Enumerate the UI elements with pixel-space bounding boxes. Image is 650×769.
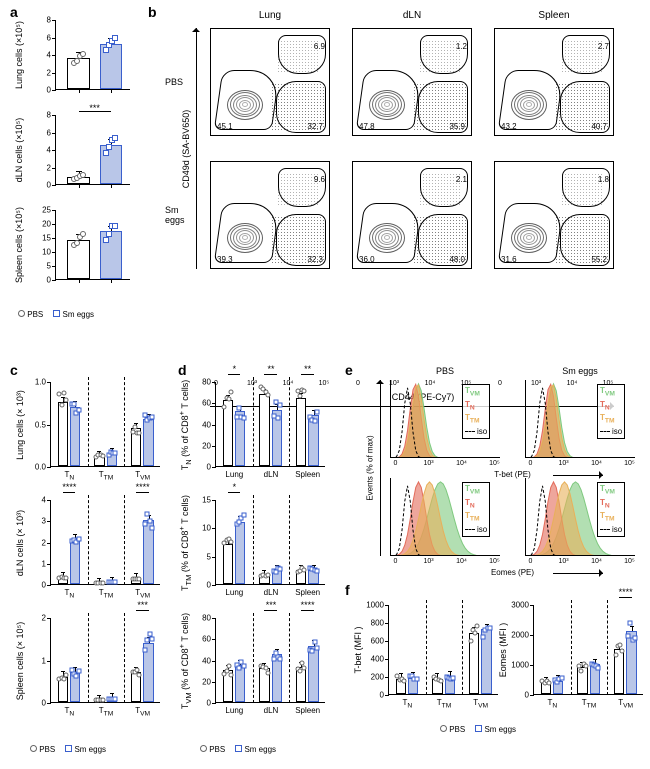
bar-chart: 02468 xyxy=(55,20,130,90)
panel-label-b: b xyxy=(148,4,157,20)
flow-plot: 1.247.835.9 xyxy=(352,28,472,136)
grouped-bar-chart: 0.00.51.0TNTTMTVM xyxy=(50,382,160,467)
flow-plot: 1.831.655.2 xyxy=(494,161,614,269)
grouped-bar-chart: 02004006008001000TNTTMTVM xyxy=(388,605,498,695)
flow-plot: 6.945.132.7 xyxy=(210,28,330,136)
grouped-bar-chart: 0100020003000TNTTM****TVM xyxy=(533,605,643,695)
grouped-bar-chart: 051015*LungdLNSpleen xyxy=(215,500,325,585)
flow-plot: 2.136.048.0 xyxy=(352,161,472,269)
flow-plot: 2.743.240.7 xyxy=(494,28,614,136)
bar-chart: 02468*** xyxy=(55,115,130,185)
legend-pbs: PBS xyxy=(27,310,43,319)
grouped-bar-chart: 020406080Lung***dLN****Spleen xyxy=(215,618,325,703)
legend-sm: Sm eggs xyxy=(62,310,94,319)
bar-chart: 0510152025 xyxy=(55,210,130,280)
panel-label-f: f xyxy=(345,582,350,598)
panel-label-e: e xyxy=(345,362,353,378)
grouped-bar-chart: 01234****TNTTM****TVM xyxy=(50,500,160,585)
panel-label-d: d xyxy=(178,362,187,378)
grouped-bar-chart: 020406080*Lung**dLN**Spleen xyxy=(215,382,325,467)
panel-label-c: c xyxy=(10,362,18,378)
panel-label-a: a xyxy=(10,4,18,20)
grouped-bar-chart: 012TNTTM***TVM xyxy=(50,618,160,703)
flow-plot: 9.639.332.3 xyxy=(210,161,330,269)
